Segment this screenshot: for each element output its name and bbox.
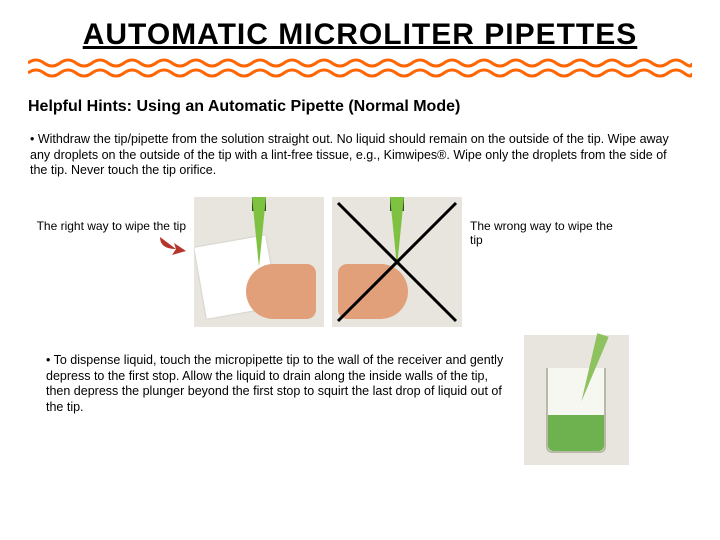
caption-correct: The right way to wipe the tip xyxy=(36,197,186,259)
hint-paragraph-1: • Withdraw the tip/pipette from the solu… xyxy=(28,132,692,179)
section-subtitle: Helpful Hints: Using an Automatic Pipett… xyxy=(28,98,692,116)
pipette-tip-icon xyxy=(252,197,266,267)
page-title: AUTOMATIC MICROLITER PIPETTES xyxy=(28,18,692,51)
wave-row-2 xyxy=(28,70,692,76)
image-wrong-wipe xyxy=(332,197,462,327)
finger-shape xyxy=(338,264,408,319)
hint-paragraph-2: • To dispense liquid, touch the micropip… xyxy=(46,353,506,416)
pipette-tip-icon xyxy=(390,197,404,267)
finger-shape xyxy=(246,264,316,319)
caption-wrong: The wrong way to wipe the tip xyxy=(470,197,620,248)
wave-row-1 xyxy=(28,60,692,66)
caption-correct-text: The right way to wipe the tip xyxy=(37,219,186,233)
liquid-shape xyxy=(548,415,604,451)
image-correct-wipe xyxy=(194,197,324,327)
caption-wrong-text: The wrong way to wipe the tip xyxy=(470,219,613,247)
arrow-right-icon xyxy=(156,233,186,258)
dispense-row: • To dispense liquid, touch the micropip… xyxy=(28,353,692,465)
image-dispense xyxy=(524,335,629,465)
wipe-illustration-row: The right way to wipe the tip The wrong … xyxy=(28,197,692,327)
wavy-divider xyxy=(28,57,692,84)
